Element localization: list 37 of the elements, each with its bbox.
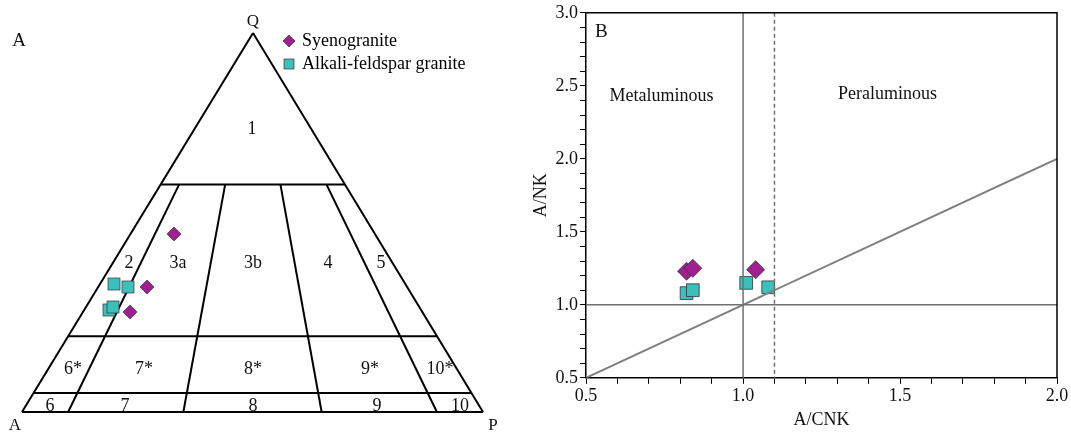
text: 6 [45,395,55,415]
text: A [12,28,26,50]
x-axis-title: A/CNK [793,408,850,429]
text: A [8,414,22,433]
text: 10 [451,395,469,415]
text: 10* [426,358,454,378]
x-tick-label: 1.5 [888,385,912,406]
y-tick-label: 3.0 [555,1,579,22]
text: 6* [64,358,82,378]
y-tick-label: 2.0 [555,147,579,168]
y-tick-label: 0.5 [555,366,579,387]
legend-label: Alkali-feldspar granite [302,53,466,74]
text: 4 [323,252,333,272]
y-tick-label: 1.0 [555,293,579,314]
text: 2 [124,252,134,272]
text: 7 [120,395,130,415]
text: 7* [135,358,153,378]
text: Q [246,10,260,30]
text: 8* [244,358,262,378]
text: 9 [372,395,382,415]
text: 1 [247,118,257,138]
annotation: Metaluminous [609,85,714,106]
text: 8 [248,395,258,415]
text: 3b [244,252,262,272]
x-tick-label: 0.5 [574,385,598,406]
y-tick-label: 2.5 [555,74,579,95]
annotation: Peraluminous [837,83,937,104]
y-axis-title: A/NK [529,173,550,218]
text: 9* [361,358,379,378]
x-tick-label: 1.0 [731,385,755,406]
text: P [488,414,498,433]
x-tick-label: 2.0 [1045,385,1069,406]
y-tick-label: 1.5 [555,220,579,241]
legend-label: Syenogranite [302,30,397,51]
text: 5 [376,252,386,272]
text: 3a [169,252,187,272]
chart-title: B [595,19,608,41]
